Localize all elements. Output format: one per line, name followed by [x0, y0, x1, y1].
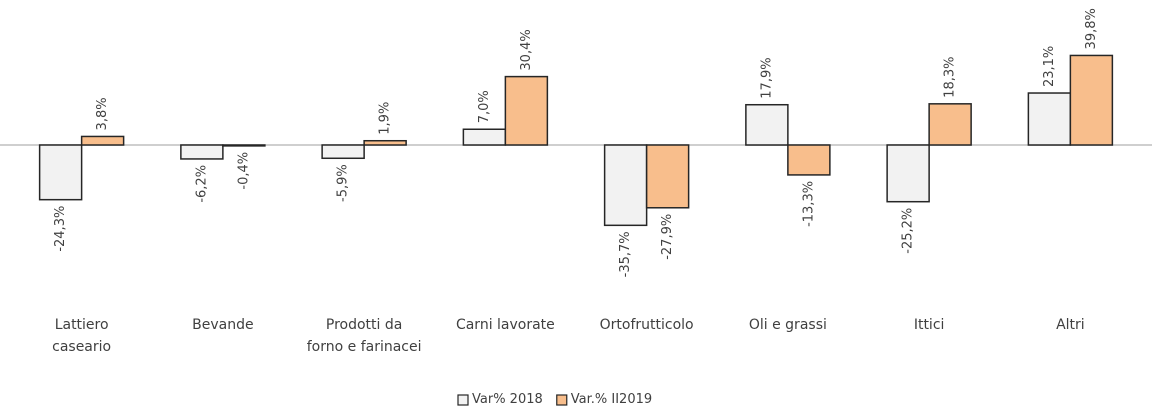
bar — [321, 144, 365, 160]
x-tick-label: Altri — [1056, 317, 1085, 333]
value-label: -35,7% — [618, 231, 633, 277]
x-tick-label: Carni lavorate — [455, 317, 555, 333]
bar — [603, 144, 648, 227]
bar — [928, 103, 972, 146]
legend-swatch — [556, 394, 568, 406]
value-label: -6,2% — [194, 165, 209, 203]
bar — [745, 103, 789, 146]
value-label: -13,3% — [801, 181, 816, 227]
bar — [504, 75, 549, 146]
x-tick-label: Ittici — [913, 317, 945, 333]
value-label: 39,8% — [1084, 8, 1099, 49]
bar — [363, 139, 407, 146]
bar — [645, 144, 690, 209]
value-label: -25,2% — [901, 208, 916, 254]
legend-swatch — [457, 394, 469, 406]
x-tick-label: Prodotti da forno e farinacei — [306, 317, 422, 355]
value-label: 3,8% — [95, 97, 110, 130]
legend-label: Var.% II2019 — [570, 392, 653, 407]
value-label: 1,9% — [378, 102, 393, 135]
value-label: -27,9% — [660, 214, 675, 260]
value-label: 23,1% — [1042, 46, 1057, 87]
x-tick-label: Bevande — [192, 317, 254, 333]
value-label: 7,0% — [477, 90, 492, 123]
value-label: -0,4% — [236, 152, 251, 190]
bar — [180, 144, 224, 160]
value-label: 30,4% — [519, 29, 534, 70]
bar — [38, 144, 83, 201]
bar — [1027, 92, 1072, 146]
bar — [222, 144, 266, 147]
bar — [80, 135, 125, 146]
x-tick-label: Oli e grassi — [748, 317, 827, 333]
bar — [1069, 54, 1114, 146]
bar — [462, 128, 507, 146]
value-label: 18,3% — [943, 57, 958, 98]
value-label: -24,3% — [53, 206, 68, 252]
bar — [886, 144, 930, 203]
value-label: -5,9% — [336, 164, 351, 202]
x-tick-label: Lattiero caseario — [52, 317, 112, 355]
value-label: 17,9% — [759, 57, 774, 98]
bar — [787, 144, 831, 176]
x-tick-label: Ortofrutticolo — [599, 317, 694, 333]
legend-label: Var% 2018 — [472, 392, 543, 407]
